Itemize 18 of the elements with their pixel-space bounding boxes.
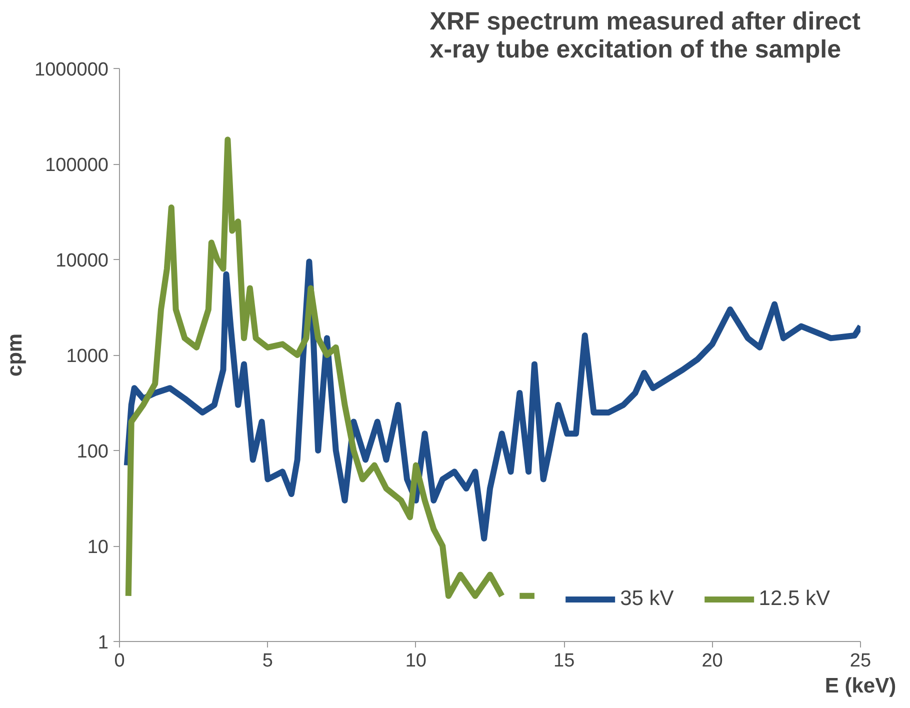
x-tick-label: 25 (850, 650, 872, 672)
x-axis-title: E (keV) (824, 674, 896, 698)
chart-title: XRF spectrum measured after direct x-ray tube excitation of the sample (430, 8, 862, 64)
x-tick-label: 0 (114, 650, 125, 672)
y-tick-label: 10 (87, 537, 109, 558)
y-tick-label: 100 (76, 442, 108, 462)
y-tick-label: 1 (98, 632, 109, 654)
y-tick-label: 1000000 (34, 60, 108, 80)
x-tick-label: 5 (262, 650, 273, 672)
x-tick-label: 10 (405, 650, 426, 672)
y-axis-title: cpm (4, 333, 27, 377)
y-tick-label: 100000 (45, 155, 109, 176)
y-tick-label: 1000 (66, 346, 109, 367)
y-tick-label: 10000 (56, 250, 109, 272)
x-tick-label: 15 (554, 650, 575, 672)
x-tick-label: 20 (702, 650, 723, 672)
legend-label: 12.5 kV (758, 587, 830, 611)
legend-label: 35 kV (620, 587, 674, 611)
